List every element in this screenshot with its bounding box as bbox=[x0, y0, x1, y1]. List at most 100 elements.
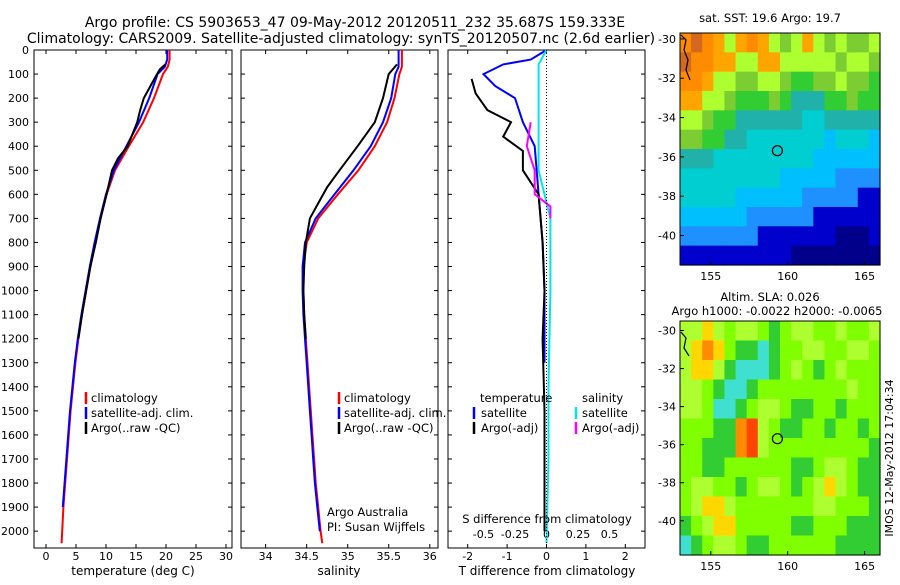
heatmap-cell bbox=[757, 418, 770, 439]
heatmap-cell bbox=[868, 91, 881, 111]
y-tick-label: 2000 bbox=[1, 525, 29, 538]
heatmap-cell bbox=[735, 91, 748, 111]
heatmap-cell bbox=[746, 52, 759, 73]
heatmap-cell bbox=[780, 516, 792, 537]
heatmap-cell bbox=[757, 110, 770, 131]
heatmap-cell bbox=[846, 91, 859, 111]
heatmap-cell bbox=[813, 321, 826, 342]
heatmap-cell bbox=[791, 129, 803, 150]
heatmap-cell bbox=[802, 457, 814, 478]
heatmap-cell bbox=[680, 360, 692, 381]
heatmap-cell bbox=[680, 149, 692, 169]
series-line-satellite-adj-clim- bbox=[301, 50, 400, 532]
heatmap-cell bbox=[680, 168, 692, 189]
heatmap-cell bbox=[680, 516, 692, 537]
heatmap-cell bbox=[846, 207, 859, 227]
heatmap-cell bbox=[735, 360, 748, 381]
x-tick-label: 15 bbox=[129, 550, 143, 563]
heatmap-cell bbox=[724, 187, 737, 208]
heatmap-cell bbox=[813, 438, 826, 459]
heatmap-cell bbox=[802, 535, 814, 556]
heatmap-cell bbox=[746, 187, 759, 208]
heatmap-cell bbox=[724, 226, 737, 247]
heatmap-cell bbox=[713, 71, 726, 92]
legend-label-climatology: climatology bbox=[344, 391, 411, 405]
heatmap-cell bbox=[713, 418, 726, 439]
heatmap-cell bbox=[746, 516, 759, 537]
heatmap-cell bbox=[857, 245, 870, 266]
lat-tick-label: -38 bbox=[658, 190, 676, 203]
heatmap-cell bbox=[680, 379, 692, 400]
heatmap-cell bbox=[680, 477, 692, 498]
heatmap-cell bbox=[846, 33, 859, 53]
heatmap-cell bbox=[846, 129, 859, 150]
heatmap-cell bbox=[746, 226, 759, 247]
heatmap-cell bbox=[824, 418, 837, 439]
x-tick-label: -1 bbox=[502, 550, 513, 563]
y-tick-label: 0 bbox=[22, 44, 29, 57]
heatmap-cell bbox=[868, 33, 881, 53]
heatmap-cell bbox=[857, 71, 870, 92]
heatmap-cell bbox=[702, 457, 714, 478]
series-line-t-argo-adj- bbox=[470, 78, 546, 532]
heatmap-cell bbox=[702, 340, 714, 361]
x-tick-label: 34.5 bbox=[294, 550, 319, 563]
heatmap-cell bbox=[868, 535, 881, 556]
heatmap-cell bbox=[757, 226, 770, 247]
heatmap-cell bbox=[857, 33, 870, 53]
heatmap-cell bbox=[802, 496, 814, 517]
heatmap-cell bbox=[857, 457, 870, 478]
heatmap-cell bbox=[824, 535, 837, 556]
heatmap-cell bbox=[813, 110, 826, 131]
heatmap-cell bbox=[691, 535, 703, 556]
heatmap-cell bbox=[802, 245, 814, 266]
t-difference-xlabel: T difference from climatology bbox=[458, 564, 636, 578]
difference-ticks: -2 -1 0 1 2-0.5 -0.25 0 0.25 0.5 bbox=[448, 49, 645, 563]
heatmap-cell bbox=[768, 168, 781, 189]
heatmap-cell bbox=[680, 52, 692, 73]
heatmap-cell bbox=[757, 457, 770, 478]
heatmap-cell bbox=[802, 379, 814, 400]
heatmap-cell bbox=[768, 245, 781, 266]
heatmap-cell bbox=[702, 149, 714, 169]
heatmap-cell bbox=[746, 477, 759, 498]
heatmap-cell bbox=[791, 535, 803, 556]
heatmap-cell bbox=[768, 340, 781, 361]
heatmap-cell bbox=[724, 321, 737, 342]
heatmap-cell bbox=[746, 71, 759, 92]
heatmap-cell bbox=[757, 149, 770, 169]
heatmap-cell bbox=[835, 477, 848, 498]
s-difference-label: S difference from climatology bbox=[462, 512, 632, 526]
heatmap-cell bbox=[746, 321, 759, 342]
heatmap-cell bbox=[835, 91, 848, 111]
heatmap-cell bbox=[735, 496, 748, 517]
heatmap-cell bbox=[780, 33, 792, 53]
heatmap-cell bbox=[802, 321, 814, 342]
profile-location-marker bbox=[771, 145, 784, 157]
imos-timestamp-watermark: IMOS 12-May-2012 17:04:34 bbox=[883, 379, 896, 536]
heatmap-cell bbox=[802, 477, 814, 498]
heatmap-cell bbox=[824, 399, 837, 420]
heatmap-cell bbox=[702, 187, 714, 208]
heatmap-cell bbox=[824, 91, 837, 111]
heatmap-cell bbox=[713, 187, 726, 208]
heatmap-cell bbox=[746, 535, 759, 556]
heatmap-cell bbox=[735, 340, 748, 361]
heatmap-cell bbox=[846, 360, 859, 381]
heatmap-cell bbox=[713, 110, 726, 131]
heatmap-cell bbox=[757, 360, 770, 381]
heatmap-cell bbox=[780, 168, 792, 189]
y-tick-label: 1700 bbox=[1, 453, 29, 466]
heatmap-cell bbox=[846, 226, 859, 247]
heatmap-cell bbox=[691, 71, 703, 92]
heatmap-cell bbox=[868, 321, 881, 342]
temperature-legend: climatology satellite-adj. clim. Argo(..… bbox=[84, 391, 193, 435]
x-tick-label: 10 bbox=[99, 550, 113, 563]
heatmap-cell bbox=[868, 187, 881, 208]
heatmap-cell bbox=[713, 438, 726, 459]
salinity-legend: climatology satellite-adj. clim. Argo(..… bbox=[337, 391, 446, 435]
y-tick-label: 800 bbox=[8, 236, 29, 249]
heatmap-cell bbox=[768, 52, 781, 73]
legend-label-argo: Argo(..raw -QC) bbox=[91, 421, 181, 435]
x-tick-label: 1 bbox=[582, 550, 589, 563]
